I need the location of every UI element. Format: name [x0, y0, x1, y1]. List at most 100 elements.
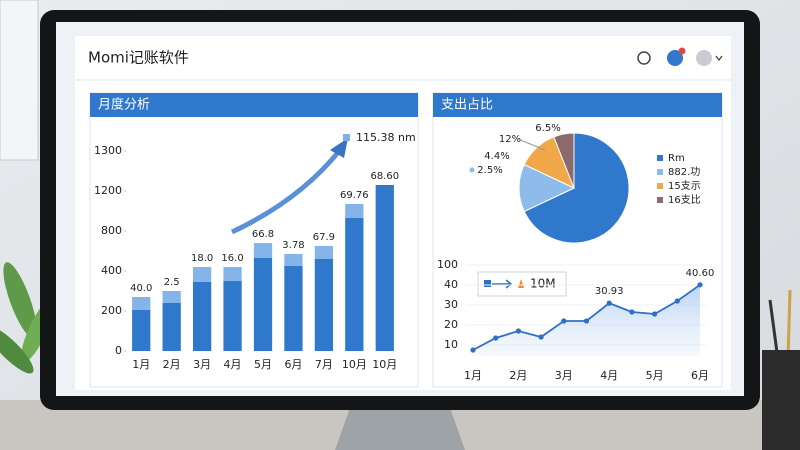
bar-label: 40.0 [130, 283, 152, 294]
x-tick-label: 6月 [691, 369, 709, 382]
bar-label: 69.76 [340, 190, 369, 201]
line-point [538, 334, 544, 340]
x-tick-label: 10月 [372, 358, 397, 371]
bar-segment [253, 243, 273, 258]
x-tick-label: 4月 [600, 369, 618, 382]
x-tick-label: 2月 [163, 358, 181, 371]
y-tick-label: 30 [444, 298, 458, 311]
y-tick-label: 1300 [94, 144, 122, 157]
bar-segment [284, 266, 303, 351]
value-label: 30.93 [595, 286, 624, 297]
y-tick-label: 200 [101, 304, 122, 317]
bar-segment [345, 204, 364, 218]
bar-segment [192, 267, 212, 282]
legend-icon [518, 279, 524, 288]
x-tick-label: 4月 [224, 358, 242, 371]
bar-label: 2.5 [164, 277, 180, 288]
pie-annotation: 12% [499, 134, 521, 145]
y-tick-label: 20 [444, 318, 458, 331]
y-tick-label: 10 [444, 338, 458, 351]
window [0, 0, 39, 161]
legend-icon [492, 279, 513, 289]
header-icons[interactable] [637, 47, 723, 67]
y-tick-label: 400 [101, 264, 122, 277]
bar-segment [253, 258, 273, 351]
line-point [674, 298, 680, 304]
bar-segment [223, 267, 242, 281]
trend-arrow [230, 148, 342, 235]
legend-label: 16支比 [668, 194, 701, 206]
legend-label: 882.功 [668, 166, 700, 178]
bar-segment [132, 297, 151, 310]
annotation-icon [343, 134, 350, 141]
pencil-cup [762, 289, 800, 450]
bar-label: 67.9 [313, 232, 335, 243]
panel-title: 月度分析 [98, 97, 150, 113]
line-point [652, 311, 658, 317]
leader [517, 138, 546, 151]
line-point [697, 282, 703, 288]
x-tick-label: 5月 [254, 358, 272, 371]
bar-segment [314, 259, 334, 351]
bar-segment [162, 291, 181, 303]
bar-segment [223, 281, 242, 351]
line-point [515, 328, 522, 334]
annotation: 115.38 nm [356, 131, 416, 144]
y-tick-label: 0 [115, 344, 122, 357]
legend-swatch [657, 197, 663, 203]
bar-segment [284, 254, 303, 266]
bar-segment [192, 282, 212, 351]
x-tick-label: 3月 [555, 369, 573, 382]
y-tick-label: 800 [101, 224, 122, 237]
x-tick-label: 1月 [132, 358, 150, 371]
y-tick-label: 40 [444, 278, 458, 291]
pie-annotation: 4.4% [484, 151, 509, 162]
panel-header [90, 93, 418, 117]
bar-label: 18.0 [191, 253, 213, 264]
line-point [606, 300, 612, 306]
x-tick-label: 1月 [464, 369, 482, 382]
line-point [629, 309, 635, 315]
x-tick-label: 5月 [646, 369, 664, 382]
legend-label: Rm [668, 153, 685, 164]
pie-slice [523, 132, 630, 244]
legend-swatch [657, 183, 663, 189]
legend-swatch [657, 155, 663, 161]
marker [469, 167, 475, 173]
x-tick-label: 3月 [193, 358, 211, 371]
x-tick-label: 7月 [315, 358, 333, 371]
line-point [493, 335, 499, 341]
x-tick-label: 6月 [284, 358, 302, 371]
legend-swatch [657, 169, 663, 175]
x-tick-label: 10月 [342, 358, 367, 371]
bar-label: 3.78 [282, 240, 304, 251]
bar-segment [345, 218, 364, 351]
line-point [561, 318, 567, 324]
bar-label: 66.8 [252, 229, 274, 240]
bar-label: 16.0 [221, 253, 243, 264]
pie-annotation: 6.5% [535, 123, 560, 134]
legend-label: 15支示 [668, 180, 701, 192]
bar-label: 68.60 [370, 171, 399, 182]
value-label: 40.60 [686, 268, 715, 279]
line-point [583, 318, 590, 324]
y-tick-label: 1200 [94, 184, 122, 197]
line-area [473, 284, 700, 356]
bar-segment [132, 310, 151, 351]
x-tick-label: 2月 [509, 369, 527, 382]
panel-header [433, 93, 722, 117]
app-title: Momi记账软件 [88, 49, 189, 67]
legend-label: 10M [530, 277, 556, 291]
panel-title: 支出占比 [441, 98, 493, 113]
bar-segment [375, 185, 394, 351]
y-tick-label: 100 [437, 258, 458, 271]
trend-arrow-head [330, 138, 348, 158]
monitor-stand [335, 408, 465, 450]
bar-segment [162, 303, 181, 351]
legend-icon [484, 280, 491, 287]
bar-segment [314, 246, 334, 259]
pie-slice [553, 132, 575, 189]
pie-annotation: 2.5% [477, 165, 502, 176]
line-point [470, 347, 476, 353]
